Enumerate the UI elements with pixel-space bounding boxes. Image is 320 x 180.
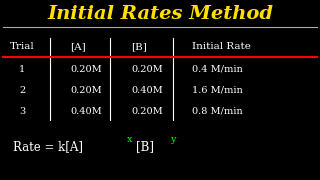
Text: [A]: [A]	[70, 42, 86, 51]
Text: 0.20M: 0.20M	[70, 64, 102, 73]
Text: Rate = k[A]: Rate = k[A]	[13, 141, 83, 154]
Text: Initial Rate: Initial Rate	[192, 42, 251, 51]
Text: 0.20M: 0.20M	[131, 107, 163, 116]
Text: 1: 1	[19, 64, 26, 73]
Text: 2: 2	[19, 86, 26, 94]
Text: 3: 3	[19, 107, 26, 116]
Text: 0.20M: 0.20M	[131, 64, 163, 73]
Text: x: x	[126, 135, 132, 144]
Text: 0.40M: 0.40M	[131, 86, 163, 94]
Text: Trial: Trial	[10, 42, 34, 51]
Text: 0.8 M/min: 0.8 M/min	[192, 107, 243, 116]
Text: 0.40M: 0.40M	[70, 107, 102, 116]
Text: Initial Rates Method: Initial Rates Method	[47, 4, 273, 22]
Text: 1.6 M/min: 1.6 M/min	[192, 86, 243, 94]
Text: [B]: [B]	[136, 141, 154, 154]
Text: 0.4 M/min: 0.4 M/min	[192, 64, 243, 73]
Text: [B]: [B]	[131, 42, 147, 51]
Text: y: y	[170, 135, 175, 144]
Text: 0.20M: 0.20M	[70, 86, 102, 94]
